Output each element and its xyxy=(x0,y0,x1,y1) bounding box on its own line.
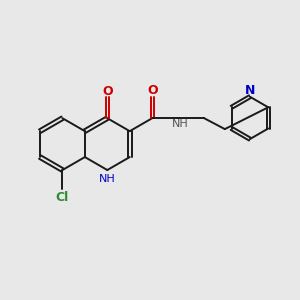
Text: O: O xyxy=(147,84,158,97)
Text: Cl: Cl xyxy=(56,191,69,204)
Text: NH: NH xyxy=(99,174,116,184)
Text: O: O xyxy=(102,85,112,98)
Text: N: N xyxy=(244,84,255,97)
Text: NH: NH xyxy=(172,119,188,129)
